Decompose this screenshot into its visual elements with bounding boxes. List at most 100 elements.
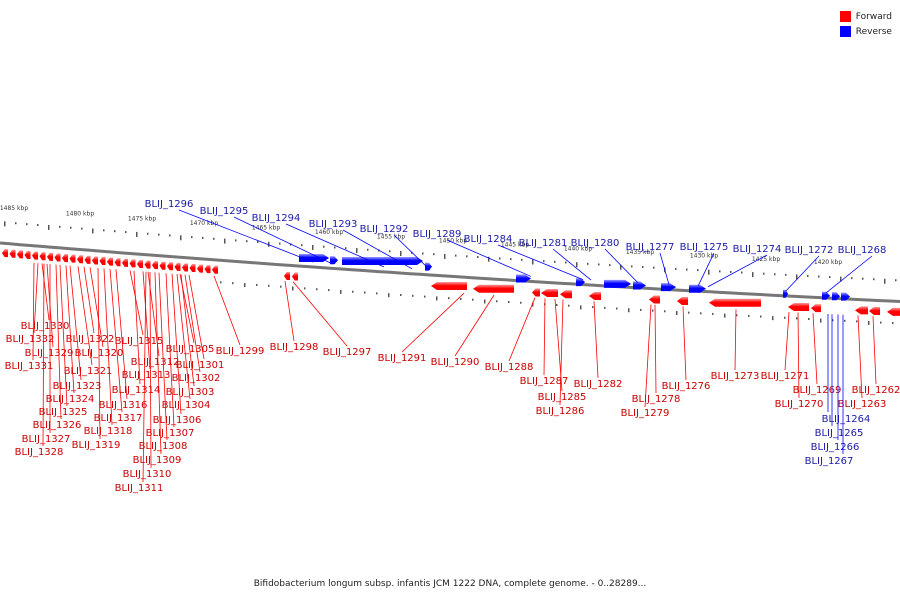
gene-arrow-forward bbox=[473, 284, 514, 293]
label-leader bbox=[497, 244, 584, 280]
reverse-gene-label: BLIJ_1284 bbox=[464, 234, 513, 245]
label-leader bbox=[77, 266, 93, 366]
scale-tick bbox=[59, 225, 61, 228]
scale-tick bbox=[136, 231, 138, 237]
label-leader bbox=[682, 306, 687, 381]
scale-tick bbox=[884, 278, 886, 284]
label-leader bbox=[401, 292, 465, 353]
scale-tick-label: 1420 kbp bbox=[814, 259, 842, 266]
label-leader bbox=[103, 268, 113, 426]
label-leader bbox=[41, 263, 50, 321]
scale-tick bbox=[340, 289, 342, 294]
gene-arrow-reverse bbox=[832, 292, 840, 301]
scale-tick-label: 1425 kbp bbox=[752, 256, 780, 263]
gene-arrow-cluster bbox=[129, 259, 136, 268]
label-leader bbox=[393, 234, 431, 271]
gene-arrow-forward bbox=[887, 307, 900, 316]
scale-tick bbox=[268, 284, 270, 287]
scale-tick bbox=[700, 312, 702, 315]
cluster-gene-label: BLIJ_1308 bbox=[139, 441, 188, 452]
scale-tick bbox=[856, 320, 858, 323]
cluster-gene-label: BLIJ_1323 bbox=[53, 381, 102, 392]
label-leader bbox=[593, 301, 599, 379]
forward-gene-label: BLIJ_1262 bbox=[852, 385, 900, 396]
scale-tick bbox=[628, 308, 630, 313]
cluster-gene-label: BLIJ_1322 bbox=[66, 334, 115, 345]
reverse-gene-label: BLIJ_1266 bbox=[811, 442, 860, 453]
label-leader bbox=[180, 274, 195, 387]
label-leader bbox=[697, 252, 715, 287]
cluster-gene-label: BLIJ_1311 bbox=[115, 483, 164, 494]
scale-tick bbox=[158, 233, 160, 236]
label-leader bbox=[133, 270, 141, 385]
forward-swatch bbox=[839, 11, 851, 22]
forward-gene-label: BLIJ_1297 bbox=[323, 347, 372, 358]
gene-arrow-cluster bbox=[122, 258, 128, 267]
scale-tick bbox=[81, 227, 83, 230]
gene-arrow-cluster bbox=[174, 262, 181, 271]
legend-forward: Forward bbox=[839, 9, 892, 24]
label-leader bbox=[154, 272, 162, 455]
scale-tick bbox=[202, 236, 204, 239]
scale-tick bbox=[844, 319, 846, 322]
scale-tick bbox=[15, 222, 17, 225]
scale-tick bbox=[784, 316, 786, 319]
gene-arrow-cluster bbox=[167, 262, 173, 271]
forward-gene-label: BLIJ_1291 bbox=[378, 353, 427, 364]
gene-arrow-cluster bbox=[77, 255, 83, 264]
scale-tick bbox=[103, 229, 105, 232]
scale-tick bbox=[70, 226, 72, 229]
scale-tick bbox=[652, 309, 654, 312]
scale-tick bbox=[4, 221, 6, 227]
cluster-gene-label: BLIJ_1318 bbox=[84, 426, 133, 437]
scale-tick bbox=[37, 224, 39, 227]
gene-arrow-forward bbox=[649, 295, 660, 304]
gene-arrow-reverse bbox=[330, 256, 338, 265]
gene-arrow-forward bbox=[284, 271, 290, 280]
label-leader bbox=[176, 274, 191, 400]
scale-tick bbox=[580, 305, 582, 310]
scale-tick-label: 1485 kbp bbox=[0, 205, 28, 212]
gene-arrow-cluster bbox=[152, 261, 158, 270]
scale-tick bbox=[510, 258, 512, 261]
scale-tick bbox=[712, 312, 714, 315]
forward-gene-label: BLIJ_1288 bbox=[485, 362, 534, 373]
label-leader bbox=[115, 269, 128, 400]
gene-arrow-reverse bbox=[299, 254, 329, 263]
scale-tick bbox=[697, 269, 699, 272]
gene-arrow-cluster bbox=[9, 249, 16, 258]
gene-arrow-reverse bbox=[661, 283, 676, 292]
scale-tick bbox=[829, 276, 831, 279]
cluster-gene-label: BLIJ_1328 bbox=[15, 447, 64, 458]
gene-arrow-cluster bbox=[182, 263, 188, 272]
gene-arrow-forward bbox=[431, 282, 467, 291]
scale-tick bbox=[312, 244, 314, 250]
gene-arrow-cluster bbox=[137, 259, 143, 268]
scale-tick bbox=[256, 283, 258, 286]
reverse-gene-label: BLIJ_1293 bbox=[309, 219, 358, 230]
cluster-gene-label: BLIJ_1331 bbox=[5, 361, 54, 372]
forward-gene-label: BLIJ_1286 bbox=[536, 406, 585, 417]
gene-arrow-cluster bbox=[84, 255, 91, 264]
cluster-gene-label: BLIJ_1313 bbox=[122, 370, 171, 381]
scale-tick bbox=[48, 224, 50, 230]
scale-tick bbox=[484, 299, 486, 304]
reverse-gene-label: BLIJ_1280 bbox=[571, 238, 620, 249]
gene-arrow-reverse bbox=[342, 257, 423, 266]
gene-arrow-forward bbox=[292, 272, 298, 281]
genome-backbone bbox=[0, 241, 900, 303]
scale-tick bbox=[328, 289, 330, 292]
legend-reverse-label: Reverse bbox=[855, 26, 892, 37]
scale-tick bbox=[576, 262, 578, 268]
scale-tick bbox=[851, 277, 853, 280]
scale-tick bbox=[389, 250, 391, 253]
scale-tick bbox=[220, 281, 222, 284]
scale-tick bbox=[868, 320, 870, 325]
reverse-gene-label: BLIJ_1267 bbox=[805, 456, 854, 467]
gene-arrow-cluster bbox=[107, 257, 113, 266]
gene-arrow-cluster bbox=[212, 265, 218, 274]
gene-arrow-cluster bbox=[114, 258, 121, 267]
forward-gene-label: BLIJ_1298 bbox=[270, 342, 319, 353]
scale-tick bbox=[807, 274, 809, 277]
scale-tick bbox=[686, 268, 688, 271]
